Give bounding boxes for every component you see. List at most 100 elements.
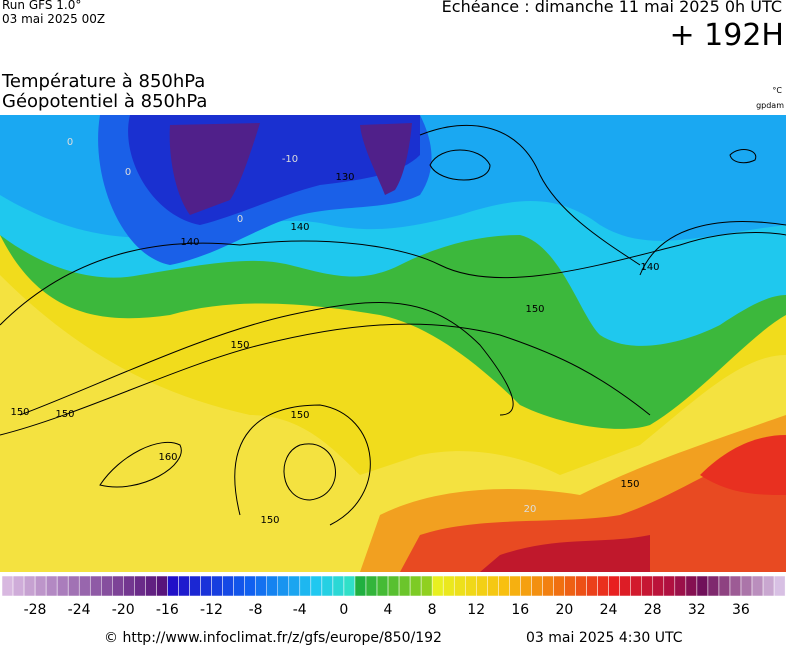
- contour-label: 0: [67, 137, 73, 148]
- colorbar-label: 32: [688, 602, 706, 618]
- lead-time: + 192H: [669, 18, 785, 53]
- colorbar-cell: [630, 575, 642, 597]
- colorbar-cell: [685, 575, 698, 597]
- colorbar-cell: [23, 575, 36, 597]
- colorbar-cell: [652, 575, 665, 597]
- contour-label: 150: [230, 340, 249, 351]
- contour-label: 140: [290, 222, 309, 233]
- colorbar-cell: [398, 575, 411, 597]
- colorbar-cell: [762, 575, 775, 597]
- contour-label: 150: [55, 409, 74, 420]
- contour-label: 140: [180, 237, 199, 248]
- colorbar-cell: [45, 575, 58, 597]
- contour-label: 150: [10, 407, 29, 418]
- colorbar-cell: [34, 575, 47, 597]
- colorbar-label: 12: [467, 602, 485, 618]
- colorbar-cell: [773, 575, 786, 597]
- contour-label: 140: [640, 262, 659, 273]
- contour-label: 150: [525, 304, 544, 315]
- colorbar-cell: [564, 575, 576, 597]
- colorbar-cell: [465, 575, 477, 597]
- colorbar-label: -8: [249, 602, 263, 618]
- colorbar-cell: [740, 575, 753, 597]
- contour-line: [0, 323, 651, 436]
- colorbar-cell: [542, 575, 554, 597]
- colorbar-cell: [310, 575, 323, 597]
- colorbar-cell: [343, 575, 356, 597]
- colorbar-label: -24: [68, 602, 91, 618]
- colorbar-cell: [200, 575, 212, 597]
- colorbar-cell: [674, 575, 687, 597]
- colorbar-label: 20: [556, 602, 574, 618]
- colorbar-cell: [145, 575, 157, 597]
- colorbar-cell: [67, 575, 80, 597]
- colorbar-cell: [619, 575, 631, 597]
- colorbar-cell: [409, 575, 422, 597]
- colorbar-cell: [288, 575, 301, 597]
- colorbar-cell: [1, 575, 14, 597]
- colorbar-cell: [354, 575, 367, 597]
- colorbar-cell: [718, 575, 731, 597]
- colorbar-cell: [89, 575, 102, 597]
- colorbar-cell: [167, 575, 179, 597]
- colorbar-cell: [476, 575, 488, 597]
- colorbar-label: -4: [293, 602, 307, 618]
- colorbar-cell: [123, 575, 135, 597]
- colorbar-cell: [531, 575, 543, 597]
- colorbar-cell: [442, 575, 455, 597]
- colorbar-cell: [520, 575, 532, 597]
- issued-time: 03 mai 2025 4:30 UTC: [526, 630, 683, 646]
- colorbar-cell: [178, 575, 190, 597]
- colorbar-cell: [376, 575, 389, 597]
- colorbar-label: 24: [600, 602, 618, 618]
- colorbar-label: -12: [200, 602, 223, 618]
- purple-greenland: [169, 123, 260, 215]
- colorbar-cell: [597, 575, 609, 597]
- colorbar-cell: [332, 575, 345, 597]
- colorbar-cell: [575, 575, 587, 597]
- source-url: © http://www.infoclimat.fr/z/gfs/europe/…: [104, 630, 442, 646]
- colorbar-cell: [509, 575, 521, 597]
- colorbar-cell: [277, 575, 290, 597]
- colorbar-cell: [641, 575, 654, 597]
- colorbar-cell: [453, 575, 466, 597]
- colorbar-cell: [255, 575, 267, 597]
- colorbar-cell: [112, 575, 124, 597]
- field-temperature: Température à 850hPa: [2, 71, 206, 92]
- colorbar-cell: [56, 575, 69, 597]
- colorbar-cell: [134, 575, 146, 597]
- colorbar-label: 36: [732, 602, 750, 618]
- red-field: [400, 445, 786, 572]
- colorbar-labels: -28 -24 -20 -16 -12 -8 -4 0 4 8 12 16 20 24 28 32 36: [24, 602, 750, 618]
- contour-label: 130: [335, 172, 354, 183]
- contour-label: -10: [282, 154, 298, 165]
- colorbar-cell: [498, 575, 510, 597]
- map: 140 150 150 150 150 160 150 150 130 140 140 150 -10 0…: [0, 115, 786, 572]
- colorbar-label: -28: [24, 602, 47, 618]
- colorbar-cell: [78, 575, 91, 597]
- colorbar-cells: [1, 575, 786, 597]
- colorbar-cell: [365, 575, 378, 597]
- contour-label: 0: [237, 214, 243, 225]
- contour-label: 150: [620, 479, 639, 490]
- colorbar-label: 16: [511, 602, 529, 618]
- colorbar-cell: [387, 575, 400, 597]
- colorbar-cell: [156, 575, 168, 597]
- colorbar-cell: [431, 575, 444, 597]
- colorbar-cell: [663, 575, 676, 597]
- contour-line: [419, 124, 641, 266]
- contour-line: [639, 221, 786, 276]
- contour-labels: 140 150 150 150 150 160 150 150 130 140 140 150 -10 0…: [10, 137, 659, 526]
- contour-label: 160: [158, 452, 177, 463]
- colorbar-cell: [696, 575, 709, 597]
- contour-line: [729, 149, 757, 164]
- red-east: [700, 435, 786, 495]
- colorbar-label: -16: [156, 602, 179, 618]
- colorbar-cell: [189, 575, 201, 597]
- colorbar-label: -20: [112, 602, 135, 618]
- colorbar-cell: [101, 575, 113, 597]
- colorbar-cell: [608, 575, 620, 597]
- contours: [0, 124, 786, 526]
- contour-label: 150: [260, 515, 279, 526]
